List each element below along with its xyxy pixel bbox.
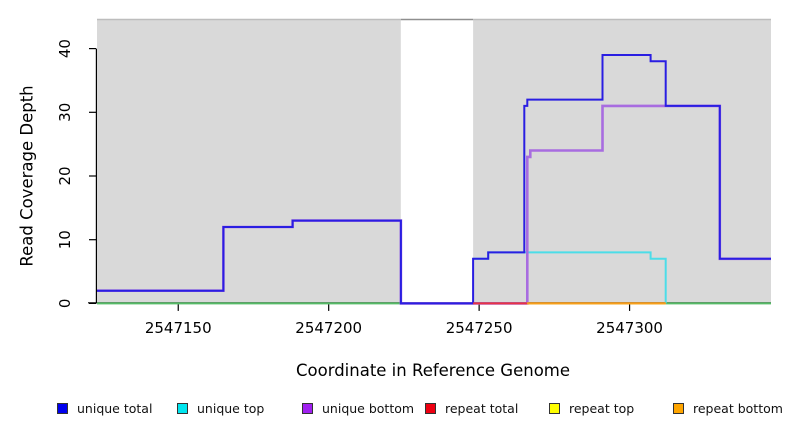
y-tick-label: 20: [56, 166, 74, 185]
legend-label: repeat total: [445, 401, 519, 416]
y-tick-label: 10: [56, 230, 74, 249]
legend-label: repeat bottom: [693, 401, 783, 416]
legend-item-repeat-bottom: repeat bottom: [673, 401, 783, 416]
legend-swatch-repeat-bottom: [673, 403, 684, 414]
x-tick-label: 2547250: [446, 319, 513, 337]
legend-label: unique bottom: [322, 401, 415, 416]
x-tick-label: 2547200: [295, 319, 362, 337]
legend-label: unique top: [197, 401, 265, 416]
shaded-region-right: [473, 19, 771, 305]
y-tick-label: 0: [56, 299, 74, 309]
legend-swatch-repeat-total: [425, 403, 436, 414]
unshaded-gap: [400, 19, 474, 305]
series-line-unique-total: [97, 54, 771, 305]
legend-swatch-unique-bottom: [302, 403, 313, 414]
x-axis-title: Coordinate in Reference Genome: [295, 361, 571, 380]
legend-label: unique total: [77, 401, 153, 416]
x-tick-label: 2547150: [145, 319, 212, 337]
y-tick-label: 30: [56, 103, 74, 122]
legend-item-repeat-total: repeat total: [425, 401, 518, 416]
legend: unique total unique top unique bottom repea…: [0, 0, 792, 416]
legend-swatch-unique-top: [177, 403, 188, 414]
legend-item-unique-total: unique total: [57, 401, 152, 416]
legend-label: repeat top: [569, 401, 635, 416]
x-tick-label: 2547300: [596, 319, 663, 337]
legend-swatch-unique-total: [57, 403, 68, 414]
legend-item-repeat-top: repeat top: [549, 401, 634, 416]
legend-item-unique-top: unique top: [177, 401, 264, 416]
legend-item-unique-bottom: unique bottom: [302, 401, 414, 416]
shaded-region-left: [97, 19, 401, 305]
y-axis-title: Read Coverage Depth: [17, 85, 37, 267]
legend-swatch-repeat-top: [549, 403, 560, 414]
y-tick-label: 40: [56, 39, 74, 58]
